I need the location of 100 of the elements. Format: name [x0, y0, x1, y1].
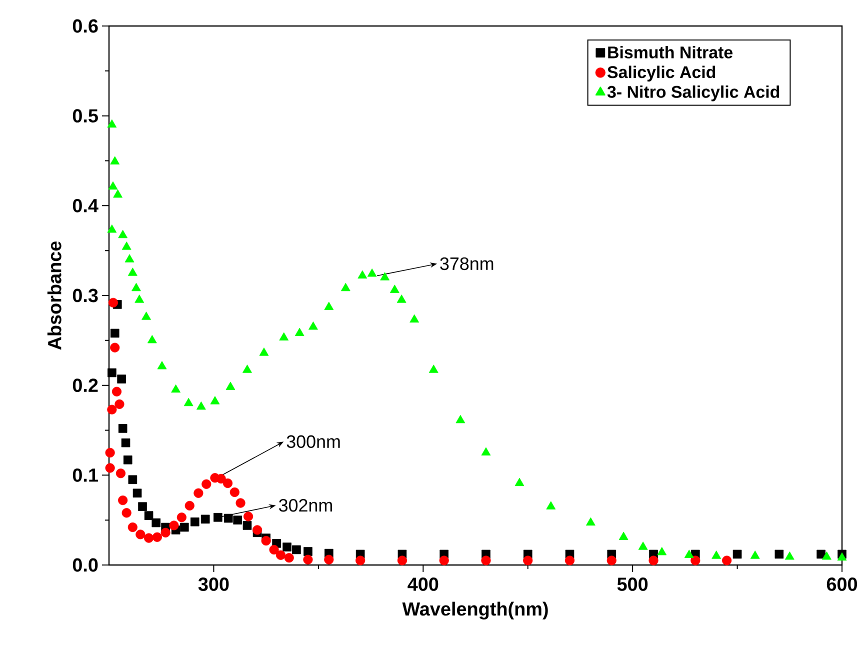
point	[122, 508, 132, 518]
point	[282, 542, 292, 552]
y-tick-label: 0.2	[72, 378, 98, 392]
point	[132, 488, 142, 498]
point	[308, 322, 318, 330]
point	[160, 528, 170, 538]
point	[118, 496, 128, 506]
point	[276, 550, 286, 560]
point	[774, 550, 784, 559]
point	[184, 398, 194, 406]
point	[292, 545, 301, 554]
point	[122, 242, 132, 250]
point	[837, 552, 847, 561]
x-tick-label: 600	[826, 578, 858, 591]
point	[657, 547, 667, 556]
point	[324, 302, 334, 310]
point	[269, 544, 279, 555]
point	[618, 532, 628, 540]
point	[128, 475, 138, 484]
point	[648, 556, 658, 566]
point	[481, 556, 491, 566]
point	[113, 189, 123, 198]
point	[514, 478, 524, 486]
point	[123, 455, 132, 464]
point	[606, 556, 616, 566]
x-tick-label: 500	[617, 578, 648, 591]
point	[216, 474, 226, 484]
point	[117, 374, 126, 384]
legend-label: Bismuth Nitrate	[608, 46, 733, 58]
point	[108, 368, 116, 378]
point	[110, 156, 120, 164]
point	[356, 556, 366, 566]
y-tick-label: 0.6	[72, 19, 98, 33]
point	[284, 553, 294, 563]
point	[358, 270, 368, 279]
point	[196, 401, 206, 410]
point	[142, 312, 151, 320]
point	[564, 556, 575, 566]
point	[380, 272, 390, 280]
point	[194, 488, 204, 498]
point	[202, 479, 212, 489]
point	[456, 414, 466, 424]
point	[722, 556, 732, 566]
point	[200, 514, 210, 524]
point	[236, 498, 246, 508]
point	[105, 463, 115, 473]
point	[230, 487, 240, 498]
point	[180, 522, 189, 532]
point	[124, 254, 134, 262]
point	[261, 536, 271, 546]
point	[390, 284, 400, 293]
legend-label: 3- Nitro Salicylic Acid	[607, 85, 780, 102]
y-tick-label: 0.5	[72, 109, 98, 123]
y-tick-label: 0.4	[72, 198, 98, 212]
annotation: 300nm	[286, 435, 340, 448]
point	[397, 556, 408, 566]
point	[118, 424, 128, 433]
point	[523, 556, 533, 566]
point	[279, 332, 289, 341]
point	[128, 522, 138, 532]
point	[118, 230, 128, 238]
point	[108, 298, 118, 308]
point	[105, 448, 115, 458]
point	[690, 556, 700, 566]
x-axis-title: Wavelength(nm)	[402, 602, 548, 620]
point	[144, 511, 154, 520]
point	[784, 552, 794, 560]
point	[294, 328, 304, 336]
point	[259, 348, 269, 356]
point	[439, 556, 449, 566]
point	[171, 384, 181, 393]
y-tick-label: 0.3	[72, 288, 98, 302]
point	[243, 512, 254, 522]
point	[367, 268, 377, 277]
point	[304, 547, 312, 556]
point	[712, 550, 722, 559]
point	[112, 386, 122, 396]
point	[107, 404, 117, 414]
point	[226, 382, 236, 390]
x-tick-label: 400	[408, 578, 438, 591]
point	[152, 518, 161, 528]
point	[481, 447, 491, 456]
y-tick-label: 0.1	[72, 468, 98, 482]
point	[214, 512, 222, 522]
point	[242, 364, 252, 373]
legend-label: Salicylic Acid	[607, 66, 716, 82]
point	[144, 533, 154, 543]
point	[136, 530, 146, 540]
point	[340, 282, 350, 292]
point	[121, 438, 130, 448]
point	[107, 224, 117, 233]
point	[107, 119, 117, 128]
point	[210, 396, 220, 404]
x-tick-label: 300	[198, 578, 229, 591]
y-tick-label: 0.0	[72, 558, 98, 572]
point	[110, 342, 120, 352]
point	[152, 532, 162, 542]
point	[750, 550, 760, 559]
point	[224, 514, 233, 523]
point	[546, 501, 556, 510]
